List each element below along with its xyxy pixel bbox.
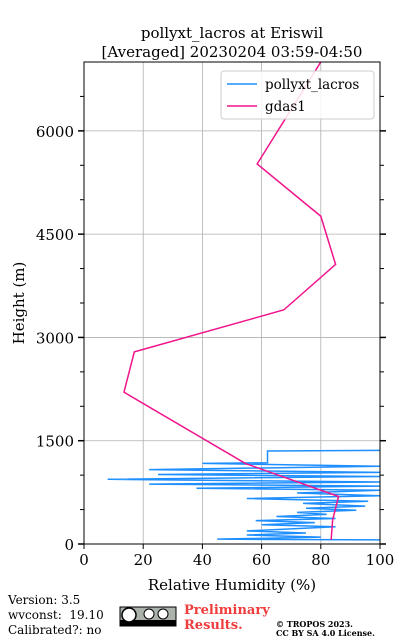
legend-label: pollyxt_lacros [265, 77, 359, 93]
legend-label: gdas1 [265, 99, 306, 115]
license: CC BY SA 4.0 License. [276, 628, 375, 638]
x-tick-label: 40 [193, 551, 212, 569]
x-axis-label: Relative Humidity (%) [148, 576, 316, 594]
preliminary: Preliminary Results. [184, 603, 270, 633]
calibrated: Calibrated?: no [8, 623, 101, 637]
cc-icon [119, 606, 177, 627]
copyright: © TROPOS 2023. [276, 619, 353, 629]
chart-subtitle: [Averaged] 20230204 03:59-04:50 [102, 43, 363, 61]
data-line [123, 62, 340, 540]
x-tick-label: 100 [366, 551, 395, 569]
y-tick-label: 3000 [36, 329, 74, 347]
y-tick-label: 4500 [36, 226, 74, 244]
y-tick-label: 6000 [36, 123, 74, 141]
version: Version: 3.5 [7, 593, 80, 607]
y-tick-label: 0 [64, 536, 74, 554]
x-tick-label: 80 [311, 551, 330, 569]
plot-frame [83, 61, 381, 545]
data-line [107, 449, 380, 541]
chart-title: pollyxt_lacros at Eriswil [141, 24, 323, 42]
y-axis-label: Height (m) [10, 262, 28, 345]
legend-box [220, 70, 375, 120]
x-tick-label: 20 [134, 551, 153, 569]
y-tick-label: 1500 [36, 433, 74, 451]
wvconst: wvconst: 19.10 [8, 608, 104, 622]
x-tick-label: 0 [79, 551, 89, 569]
x-tick-label: 60 [252, 551, 271, 569]
